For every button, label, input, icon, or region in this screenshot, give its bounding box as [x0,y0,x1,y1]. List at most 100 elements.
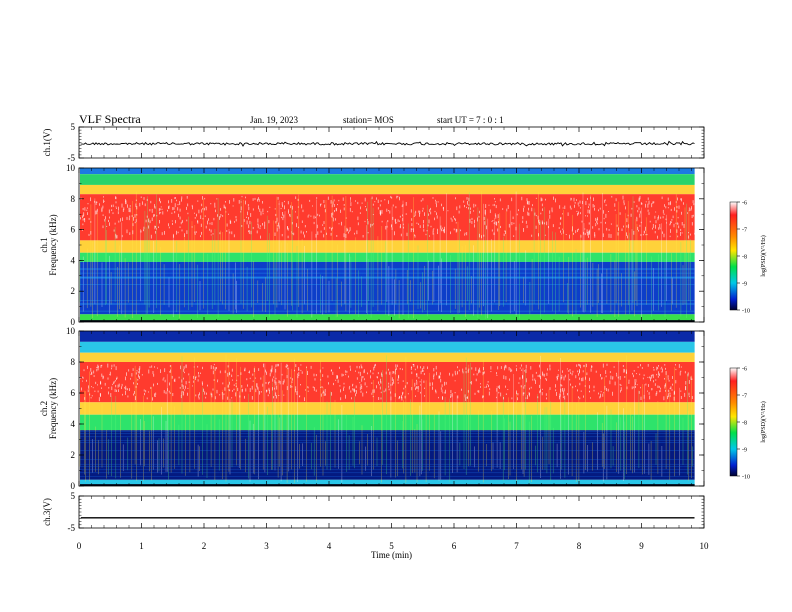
spectrogram-speckle [422,369,424,372]
spectrogram-speckle [654,231,656,234]
spectrogram-speckle [618,227,619,231]
spectrogram-speckle [594,234,596,238]
spectrogram-speckle [243,219,245,222]
spectrogram-speckle [336,375,338,379]
spectrogram-speckle [440,379,442,383]
spectrogram-speckle [563,390,565,394]
spectrogram-speckle [150,200,152,204]
spectrogram-speckle [331,212,333,217]
spectrogram-speckle [593,385,595,389]
spectrogram-speckle [249,388,251,393]
spectrogram-speckle [610,234,612,238]
spectrogram-speckle [537,215,539,220]
spectrogram-speckle [172,393,174,397]
spectrogram-speckle [183,366,185,370]
spectrogram-speckle [466,197,468,200]
spectrogram-speckle [339,366,340,369]
spectrogram-speckle [429,382,431,387]
spectrogram-speckle [126,372,127,376]
spectrogram-speckle [278,225,280,229]
spectrogram-speckle [129,207,131,212]
spectrogram-speckle [538,219,540,222]
spectrogram-speckle [246,378,248,381]
colorbar-tick-label: -7 [742,394,747,400]
spectrogram-speckle [235,216,237,219]
spectrogram-speckle [557,374,559,378]
spectrogram-speckle [688,392,690,396]
spectrogram-speckle [290,377,292,379]
spectrogram-speckle [655,211,657,213]
spectrogram-speckle [191,226,193,228]
spectrogram-speckle [102,376,104,379]
spectrogram-speckle [615,198,617,202]
spectrogram-speckle [269,390,270,394]
spectrogram-speckle [434,210,436,213]
spectrogram-speckle [82,377,84,379]
spectrogram-speckle [399,220,400,222]
spectrogram-speckle [139,202,141,207]
spectrogram-speckle [155,392,157,396]
spectrogram-speckle [637,226,639,231]
spectrogram-speckle [181,229,183,232]
spectrogram-speckle [116,207,117,209]
spectrogram-speckle [513,235,515,237]
spectrogram-speckle [127,388,128,391]
spectrogram-speckle [511,222,513,226]
spectrogram-speckle [430,211,432,215]
spectrogram-speckle [95,381,97,385]
spectrogram-speckle [523,392,525,395]
spectrogram-speckle [493,232,495,236]
spectrogram-speckle [644,231,646,233]
spectrogram-speckle [665,383,666,387]
spectrogram-speckle [336,235,338,237]
spectrogram-speckle [379,210,381,215]
spectrogram-speckle [177,204,179,206]
spectrogram-speckle [688,207,690,212]
spectrogram-speckle [108,219,109,223]
spectrogram-speckle [432,197,434,199]
spectrogram-speckle [481,235,482,239]
spectrogram-speckle [672,383,673,386]
spectrogram-speckle [226,230,228,232]
spectrogram-speckle [673,391,675,396]
spectrogram-speckle [231,368,233,372]
spectrogram-speckle [487,381,489,383]
spectrogram-speckle [372,214,374,216]
station-label: station= MOS [343,115,394,125]
spectrogram-speckle [601,377,603,380]
spectrogram-speckle [135,199,137,201]
spectrogram-speckle [275,364,277,368]
spectrogram-speckle [512,216,514,220]
spectrogram-speckle [435,201,437,204]
spectrogram-speckle [404,395,406,399]
spectrogram-speckle [144,203,146,207]
spectrogram-speckle [194,217,196,219]
spectrogram-speckle [616,224,618,227]
spectrogram-band [80,402,695,415]
spectrogram-speckle [332,217,334,222]
spectrogram-speckle [674,207,675,211]
spectrogram-speckle [181,391,183,393]
spectrogram-speckle [525,220,527,224]
spectrogram-speckle [276,395,277,399]
spectrogram-speckle [136,214,138,216]
spectrogram-speckle [385,371,387,375]
spectrogram-speckle [658,365,659,367]
spectrogram-speckle [670,202,671,206]
spectrogram-speckle [449,372,450,376]
spectrogram-speckle [118,206,119,211]
spectrogram-speckle [388,368,389,371]
spectrogram-speckle [403,226,404,229]
spectrogram-speckle [433,228,435,230]
spectrogram-speckle [237,375,239,377]
spectrogram-speckle [605,199,606,201]
spectrogram-speckle [529,393,530,397]
spectrogram-speckle [145,219,147,223]
spectrogram-speckle [304,397,305,402]
spectrogram-speckle [129,205,131,207]
x-tick-label: 6 [452,541,457,551]
spectrogram-speckle [468,197,470,202]
spectrogram-speckle [498,385,500,389]
ch2-colorbar: -6-7-8-9-10 log(PSD)(V²/Hz) [729,367,767,481]
